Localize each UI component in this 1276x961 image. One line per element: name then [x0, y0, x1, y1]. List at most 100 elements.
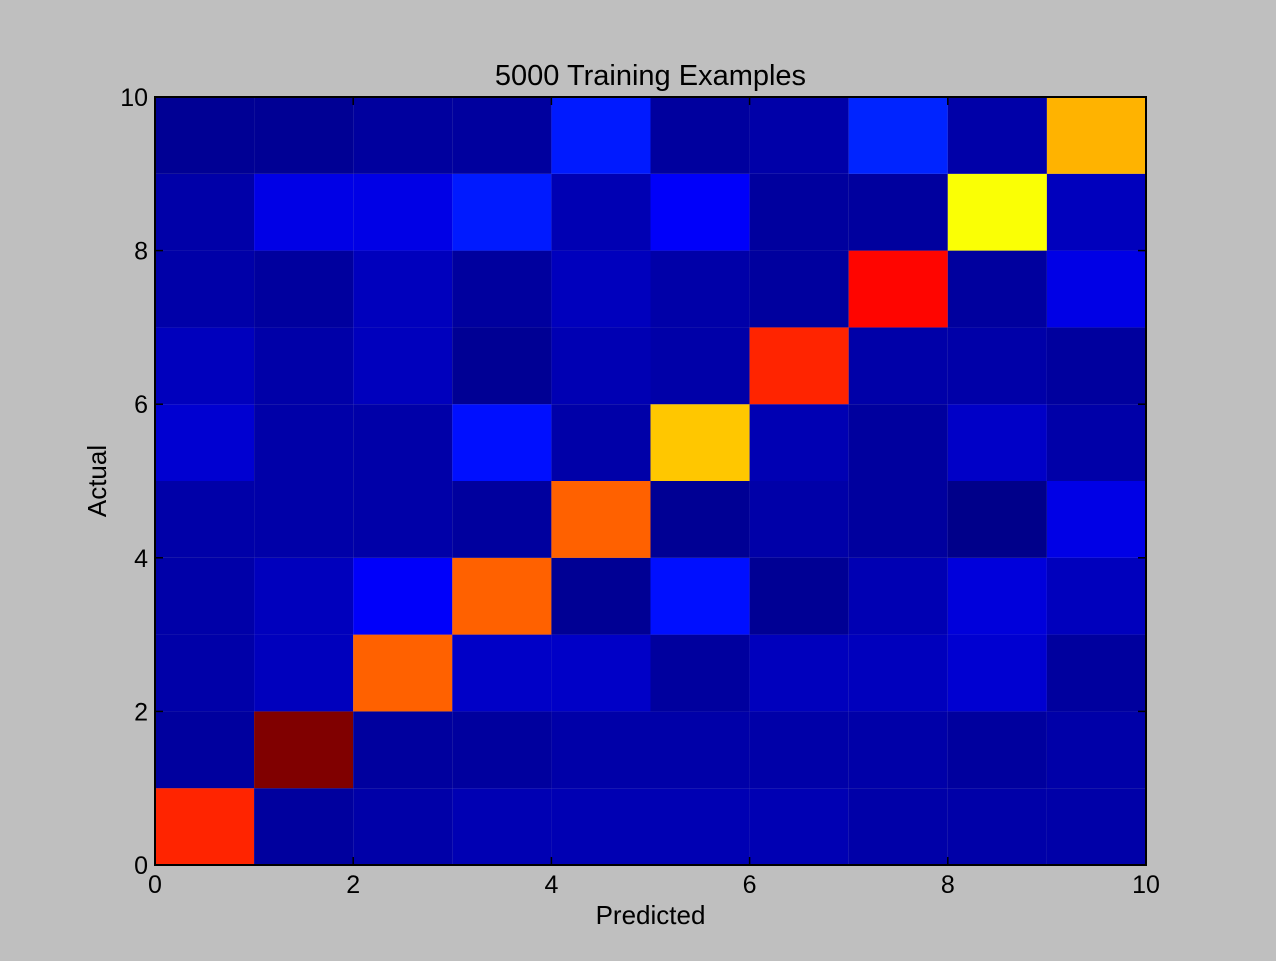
heatmap-cell-actual-4-predicted-2 — [353, 481, 453, 558]
heatmap-cell-actual-0-predicted-9 — [1046, 788, 1146, 865]
y-tick-label: 0 — [134, 852, 148, 880]
heatmap-cell-actual-1-predicted-3 — [452, 711, 552, 789]
heatmap-cell-actual-6-predicted-2 — [353, 327, 453, 405]
heatmap-cell-actual-2-predicted-5 — [650, 634, 750, 712]
heatmap-cell-actual-2-predicted-6 — [749, 634, 849, 712]
heatmap-cell-actual-1-predicted-7 — [848, 711, 948, 789]
heatmap-cell-actual-0-predicted-7 — [848, 788, 948, 865]
heatmap-cell-actual-8-predicted-9 — [1046, 173, 1146, 251]
heatmap-cell-actual-4-predicted-3 — [452, 481, 552, 558]
heatmap-cell-actual-8-predicted-3 — [452, 173, 552, 251]
heatmap-cell-actual-1-predicted-8 — [947, 711, 1047, 789]
y-axis-label: Actual — [82, 445, 112, 517]
x-axis-label: Predicted — [596, 900, 706, 930]
heatmap-cell-actual-7-predicted-8 — [947, 250, 1047, 328]
heatmap-cell-actual-9-predicted-2 — [353, 97, 453, 174]
heatmap-cell-actual-5-predicted-3 — [452, 404, 552, 481]
heatmap-cell-actual-9-predicted-7 — [848, 97, 948, 174]
plot-frame — [154, 96, 1147, 866]
heatmap-cell-actual-7-predicted-0 — [155, 250, 255, 328]
x-tick-label: 6 — [743, 871, 757, 899]
heatmap-cell-actual-2-predicted-0 — [155, 634, 255, 712]
heatmap-cell-actual-6-predicted-7 — [848, 327, 948, 405]
heatmap-cell-actual-2-predicted-9 — [1046, 634, 1146, 712]
heatmap-cell-actual-7-predicted-7 — [848, 250, 948, 328]
heatmap-cell-actual-2-predicted-3 — [452, 634, 552, 712]
heatmap-cells — [155, 97, 1146, 865]
y-tick-label: 8 — [134, 238, 148, 266]
heatmap-cell-actual-9-predicted-0 — [155, 97, 255, 174]
heatmap-cell-actual-8-predicted-4 — [551, 173, 651, 251]
heatmap-cell-actual-8-predicted-6 — [749, 173, 849, 251]
heatmap-cell-actual-5-predicted-0 — [155, 404, 255, 481]
heatmap-cell-actual-4-predicted-7 — [848, 481, 948, 558]
heatmap-cell-actual-5-predicted-6 — [749, 404, 849, 481]
heatmap-cell-actual-4-predicted-0 — [155, 481, 255, 558]
heatmap-cell-actual-4-predicted-5 — [650, 481, 750, 558]
heatmap-cell-actual-9-predicted-1 — [254, 97, 354, 174]
heatmap-cell-actual-7-predicted-4 — [551, 250, 651, 328]
heatmap-cell-actual-3-predicted-0 — [155, 557, 255, 635]
heatmap-cell-actual-0-predicted-1 — [254, 788, 354, 865]
heatmap-cell-actual-9-predicted-9 — [1046, 97, 1146, 174]
heatmap-cell-actual-5-predicted-2 — [353, 404, 453, 481]
heatmap-cell-actual-1-predicted-4 — [551, 711, 651, 789]
heatmap-cell-actual-4-predicted-4 — [551, 481, 651, 558]
heatmap-cell-actual-8-predicted-2 — [353, 173, 453, 251]
heatmap-cell-actual-6-predicted-4 — [551, 327, 651, 405]
heatmap-cell-actual-3-predicted-2 — [353, 557, 453, 635]
heatmap-cell-actual-6-predicted-0 — [155, 327, 255, 405]
heatmap-cell-actual-3-predicted-6 — [749, 557, 849, 635]
x-tick-label: 8 — [941, 871, 955, 899]
heatmap-cell-actual-6-predicted-1 — [254, 327, 354, 405]
heatmap-cell-actual-9-predicted-8 — [947, 97, 1047, 174]
heatmap-cell-actual-2-predicted-4 — [551, 634, 651, 712]
heatmap-cell-actual-0-predicted-2 — [353, 788, 453, 865]
heatmap-cell-actual-0-predicted-6 — [749, 788, 849, 865]
heatmap-cell-actual-7-predicted-3 — [452, 250, 552, 328]
heatmap-cell-actual-1-predicted-6 — [749, 711, 849, 789]
heatmap-cell-actual-8-predicted-8 — [947, 173, 1047, 251]
heatmap-cell-actual-0-predicted-0 — [155, 788, 255, 865]
heatmap-cell-actual-6-predicted-8 — [947, 327, 1047, 405]
chart-title: 5000 Training Examples — [495, 60, 806, 92]
x-tick-label: 2 — [346, 871, 360, 899]
heatmap-cell-actual-3-predicted-1 — [254, 557, 354, 635]
heatmap-cell-actual-5-predicted-5 — [650, 404, 750, 481]
heatmap-cell-actual-0-predicted-5 — [650, 788, 750, 865]
heatmap-cell-actual-2-predicted-2 — [353, 634, 453, 712]
heatmap-cell-actual-4-predicted-8 — [947, 481, 1047, 558]
heatmap-cell-actual-9-predicted-4 — [551, 97, 651, 174]
heatmap-cell-actual-0-predicted-4 — [551, 788, 651, 865]
heatmap-cell-actual-9-predicted-3 — [452, 97, 552, 174]
heatmap-cell-actual-3-predicted-3 — [452, 557, 552, 635]
heatmap-cell-actual-8-predicted-5 — [650, 173, 750, 251]
y-tick-label: 2 — [134, 698, 148, 726]
heatmap-cell-actual-6-predicted-9 — [1046, 327, 1146, 405]
y-tick-label: 10 — [120, 84, 148, 112]
heatmap-cell-actual-0-predicted-3 — [452, 788, 552, 865]
heatmap-cell-actual-4-predicted-9 — [1046, 481, 1146, 558]
heatmap-cell-actual-3-predicted-7 — [848, 557, 948, 635]
x-tick-label: 0 — [148, 871, 162, 899]
heatmap-cell-actual-4-predicted-1 — [254, 481, 354, 558]
heatmap-cell-actual-2-predicted-7 — [848, 634, 948, 712]
y-tick-label: 4 — [134, 545, 148, 573]
heatmap-cell-actual-6-predicted-3 — [452, 327, 552, 405]
heatmap-cell-actual-7-predicted-2 — [353, 250, 453, 328]
heatmap-cell-actual-5-predicted-4 — [551, 404, 651, 481]
heatmap-cell-actual-5-predicted-8 — [947, 404, 1047, 481]
heatmap-cell-actual-7-predicted-6 — [749, 250, 849, 328]
heatmap-cell-actual-0-predicted-8 — [947, 788, 1047, 865]
heatmap-cell-actual-1-predicted-9 — [1046, 711, 1146, 789]
heatmap-cell-actual-9-predicted-5 — [650, 97, 750, 174]
heatmap-cell-actual-2-predicted-1 — [254, 634, 354, 712]
heatmap-cell-actual-1-predicted-2 — [353, 711, 453, 789]
heatmap-cell-actual-8-predicted-1 — [254, 173, 354, 251]
heatmap-cell-actual-8-predicted-0 — [155, 173, 255, 251]
x-tick-label: 10 — [1132, 871, 1160, 899]
axis-ticks: 0 2 4 6 8 10 0 2 4 6 8 10 — [120, 84, 1160, 899]
heatmap-cell-actual-3-predicted-8 — [947, 557, 1047, 635]
